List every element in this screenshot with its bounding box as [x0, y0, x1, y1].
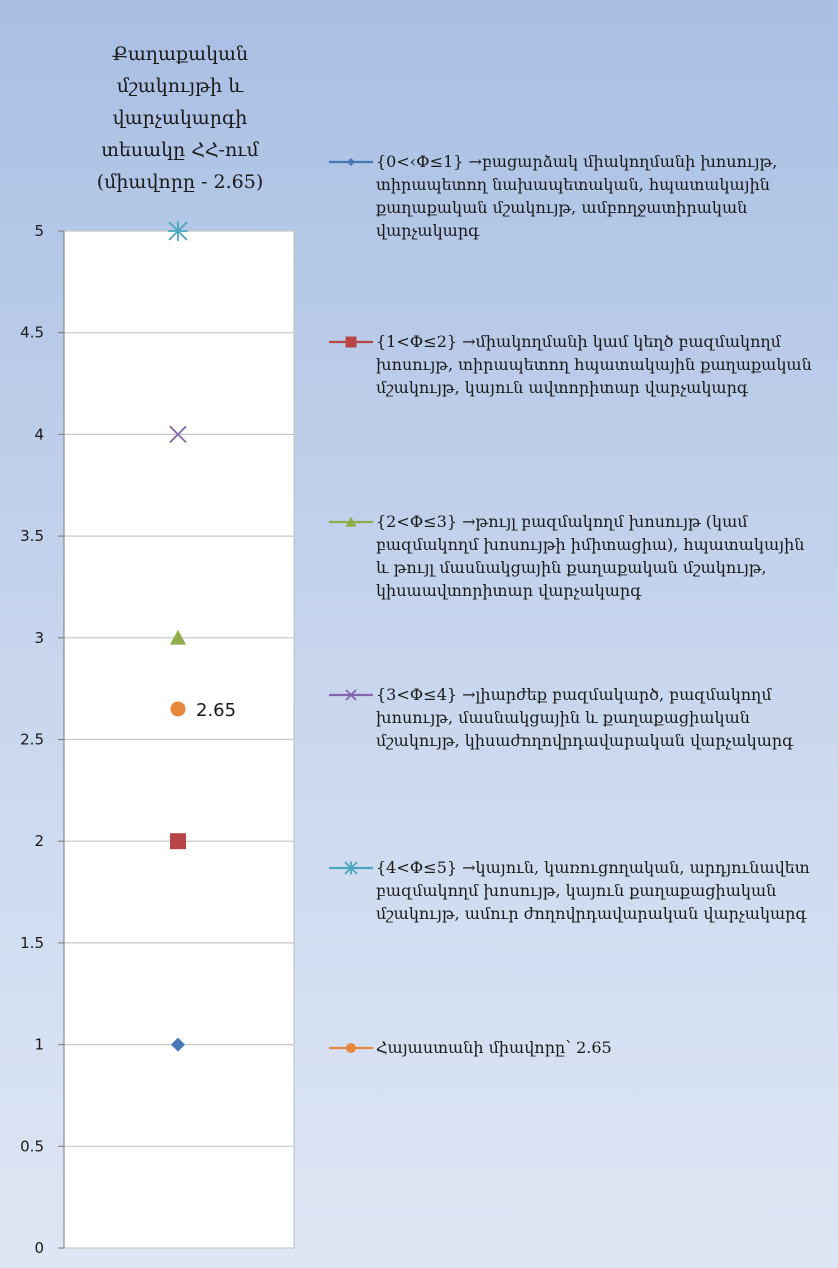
legend-marker-shape — [345, 516, 357, 527]
y-tick-label: 0.5 — [20, 1137, 44, 1155]
legend-item-series-1: {0<‹Փ≤1} →բացարձակ միակողմանի խոսույթ, տ… — [328, 150, 818, 242]
y-tick-label: 3.5 — [20, 527, 44, 545]
legend-marker-diamond-icon — [329, 158, 373, 166]
legend-label: {2<Փ≤3} →թույլ բազմակողմ խոսույթ (կամ բա… — [376, 512, 805, 600]
legend-label: {0<‹Փ≤1} →բացարձակ միակողմանի խոսույթ, տ… — [376, 152, 778, 240]
legend-item-series-4: {3<Փ≤4} →լիարժեք բազմակարծ, բազմակողմ խո… — [328, 683, 818, 752]
legend-marker-shape — [345, 689, 357, 701]
data-point-star — [168, 221, 188, 241]
legend-marker-x-icon — [329, 689, 373, 701]
y-tick-label: 2 — [34, 832, 44, 850]
legend-marker-shape — [345, 336, 357, 348]
y-tick-label: 3 — [34, 629, 44, 647]
legend-label: {3<Փ≤4} →լիարժեք բազմակարծ, բազմակողմ խո… — [376, 685, 794, 750]
y-tick-label: 2.5 — [20, 731, 44, 749]
y-tick-label: 1.5 — [20, 934, 44, 952]
data-point-square — [170, 833, 186, 850]
legend-item-series-3: {2<Փ≤3} →թույլ բազմակողմ խոսույթ (կամ բա… — [328, 510, 818, 602]
legend-marker-star-icon — [329, 861, 373, 875]
legend-item-series-6: Հայաստանի միավորը՝ 2.65 — [328, 1036, 818, 1059]
data-point-diamond — [171, 1037, 185, 1052]
legend-marker-shape — [344, 861, 358, 875]
data-point-triangle — [170, 629, 186, 645]
y-tick-label: 0 — [34, 1239, 44, 1257]
legend-marker-square-icon — [329, 336, 373, 348]
legend-item-series-5: {4<Փ≤5} →կայուն, կառուցողական, արդյունավ… — [328, 856, 818, 925]
data-point-x — [169, 425, 187, 444]
data-point-circle — [170, 701, 186, 717]
y-tick-label: 4 — [34, 425, 44, 443]
legend-marker-circle-icon — [329, 1043, 373, 1053]
y-tick-label: 1 — [34, 1036, 44, 1054]
y-tick-label: 5 — [34, 222, 44, 240]
legend-marker-shape — [347, 158, 355, 166]
legend-marker-triangle-icon — [329, 516, 373, 527]
data-label: 2.65 — [196, 700, 236, 721]
chart-title: Քաղաքական մշակույթի և վարչակարգի տեսակը … — [96, 43, 264, 193]
legend-item-series-2: {1<Փ≤2} →միակողմանի կամ կեղծ բազմակողմ խ… — [328, 330, 818, 399]
legend-label: Հայաստանի միավորը՝ 2.65 — [376, 1038, 612, 1057]
legend-marker-shape — [346, 1043, 356, 1053]
legend-label: {1<Փ≤2} →միակողմանի կամ կեղծ բազմակողմ խ… — [376, 332, 812, 397]
y-tick-label: 4.5 — [20, 324, 44, 342]
legend-label: {4<Փ≤5} →կայուն, կառուցողական, արդյունավ… — [376, 858, 810, 923]
